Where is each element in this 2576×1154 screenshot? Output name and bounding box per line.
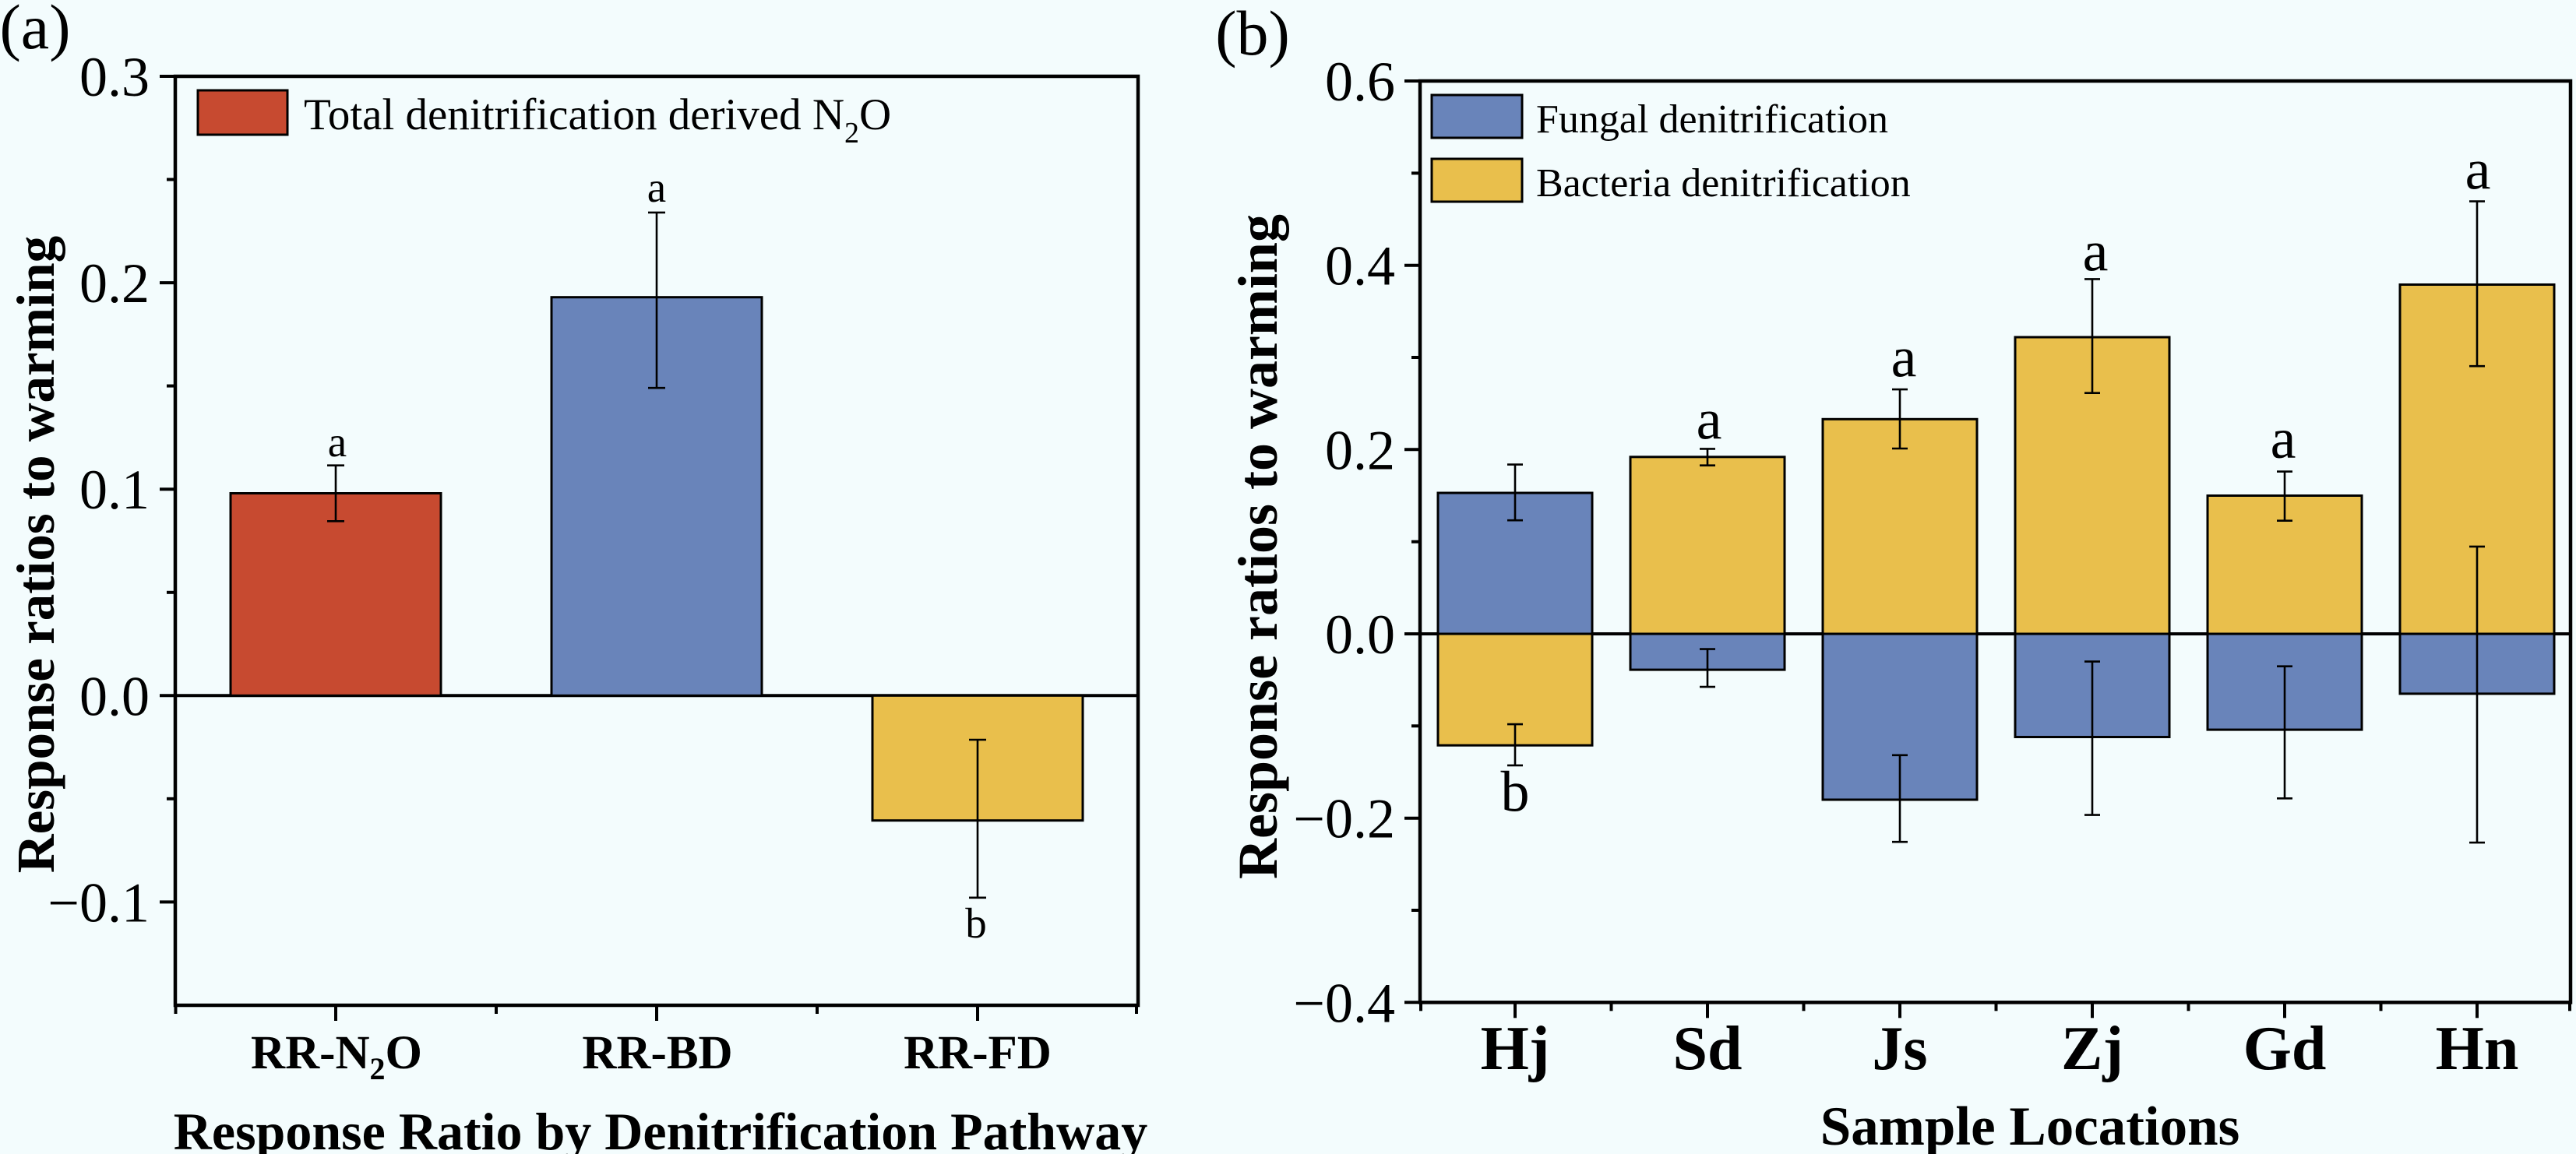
svg-text:Js: Js [1872, 1015, 1927, 1083]
svg-text:RR-BD: RR-BD [582, 1027, 732, 1079]
svg-text:a: a [328, 418, 347, 466]
svg-text:−0.2: −0.2 [1293, 788, 1395, 850]
svg-text:RR-N2O: RR-N2O [251, 1027, 422, 1086]
svg-text:0.0: 0.0 [79, 665, 150, 727]
svg-text:−0.1: −0.1 [48, 871, 150, 934]
svg-text:Fungal denitrification: Fungal denitrification [1536, 97, 1888, 142]
svg-text:0.0: 0.0 [1325, 603, 1395, 666]
svg-text:RR-FD: RR-FD [904, 1027, 1052, 1079]
svg-text:a: a [1891, 326, 1917, 390]
svg-text:0.4: 0.4 [1325, 235, 1395, 297]
svg-text:a: a [2271, 407, 2296, 471]
svg-text:b: b [965, 899, 987, 947]
svg-text:0.6: 0.6 [1325, 51, 1395, 113]
svg-text:Sample Locations: Sample Locations [1820, 1096, 2239, 1154]
svg-text:(b): (b) [1215, 0, 1290, 69]
svg-text:Response ratios to warming: Response ratios to warming [6, 236, 65, 873]
svg-text:Gd: Gd [2243, 1015, 2327, 1083]
svg-text:Bacteria denitrification: Bacteria denitrification [1536, 161, 1911, 206]
svg-text:a: a [1697, 389, 1722, 452]
svg-text:−0.4: −0.4 [1293, 972, 1395, 1034]
svg-text:(a): (a) [0, 0, 71, 62]
svg-text:a: a [2083, 220, 2109, 284]
svg-text:0.1: 0.1 [79, 459, 150, 521]
svg-text:0.3: 0.3 [79, 46, 150, 108]
svg-text:Response ratios to warming: Response ratios to warming [1227, 214, 1289, 879]
svg-text:Zj: Zj [2061, 1015, 2123, 1083]
svg-text:Sd: Sd [1673, 1015, 1743, 1083]
svg-text:a: a [2465, 139, 2491, 202]
svg-text:Response Ratio by Denitrificat: Response Ratio by Denitrification Pathwa… [174, 1102, 1147, 1154]
svg-text:0.2: 0.2 [1325, 419, 1395, 481]
svg-text:Hj: Hj [1481, 1015, 1550, 1083]
svg-text:b: b [1501, 761, 1530, 825]
svg-text:a: a [647, 164, 666, 211]
svg-text:0.2: 0.2 [79, 252, 150, 315]
svg-text:Hn: Hn [2436, 1015, 2519, 1083]
